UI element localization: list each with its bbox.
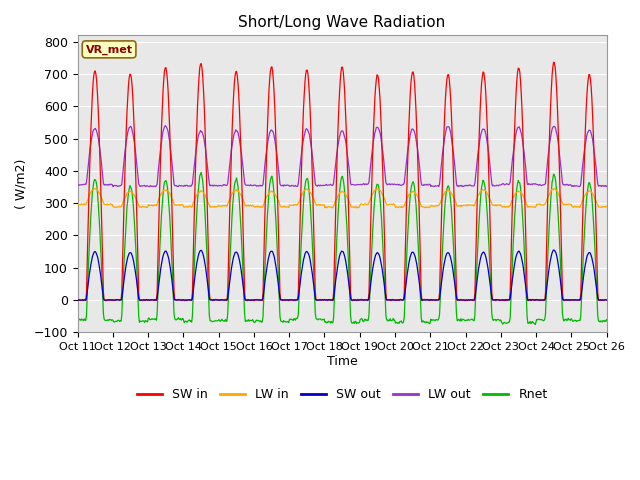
Text: VR_met: VR_met — [86, 44, 132, 55]
Legend: SW in, LW in, SW out, LW out, Rnet: SW in, LW in, SW out, LW out, Rnet — [132, 383, 552, 406]
X-axis label: Time: Time — [327, 355, 358, 368]
Title: Short/Long Wave Radiation: Short/Long Wave Radiation — [239, 15, 445, 30]
Y-axis label: ( W/m2): ( W/m2) — [15, 158, 28, 209]
